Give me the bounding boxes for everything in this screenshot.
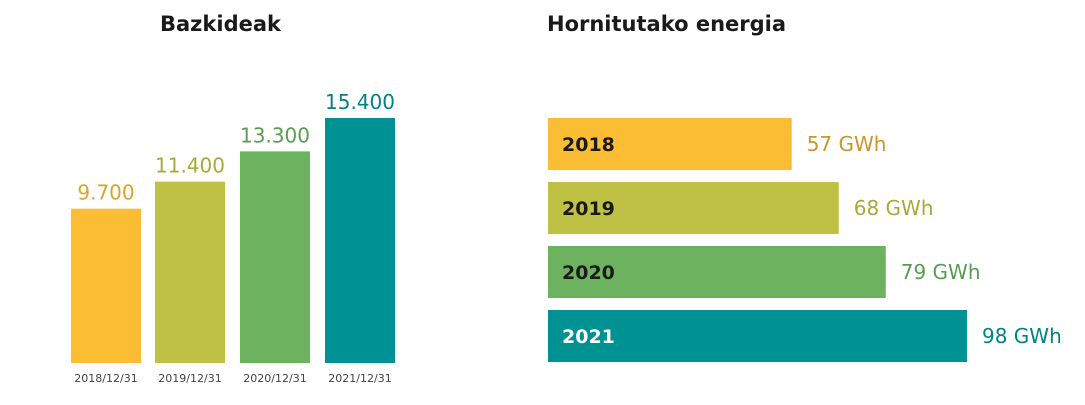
bar-members-2 — [240, 151, 310, 363]
bar-members-0 — [71, 208, 141, 363]
year-label-3: 2021 — [562, 326, 615, 348]
value-label-members-2: 13.300 — [240, 123, 310, 147]
bar-energy-3 — [548, 310, 967, 362]
year-label-1: 2019 — [562, 198, 615, 220]
members-chart-title: Bazkideak — [160, 12, 281, 36]
bar-energy-2 — [548, 246, 886, 298]
x-tick-label-0: 2018/12/31 — [74, 372, 137, 385]
bar-members-3 — [325, 118, 395, 363]
value-label-members-0: 9.700 — [77, 181, 134, 205]
x-tick-label-3: 2021/12/31 — [328, 372, 391, 385]
year-label-0: 2018 — [562, 134, 615, 156]
value-label-energy-2: 79 GWh — [901, 260, 981, 284]
energy-chart-title: Hornitutako energia — [547, 12, 787, 36]
bar-energy-1 — [548, 182, 839, 234]
value-label-members-3: 15.400 — [325, 90, 395, 114]
x-tick-label-1: 2019/12/31 — [158, 372, 221, 385]
value-label-energy-3: 98 GWh — [982, 324, 1062, 348]
bar-energy-0 — [548, 118, 792, 170]
bar-members-1 — [155, 181, 225, 363]
value-label-energy-0: 57 GWh — [807, 132, 887, 156]
year-label-2: 2020 — [562, 262, 615, 284]
value-label-members-1: 11.400 — [155, 154, 225, 178]
x-tick-label-2: 2020/12/31 — [243, 372, 306, 385]
value-label-energy-1: 68 GWh — [854, 196, 934, 220]
